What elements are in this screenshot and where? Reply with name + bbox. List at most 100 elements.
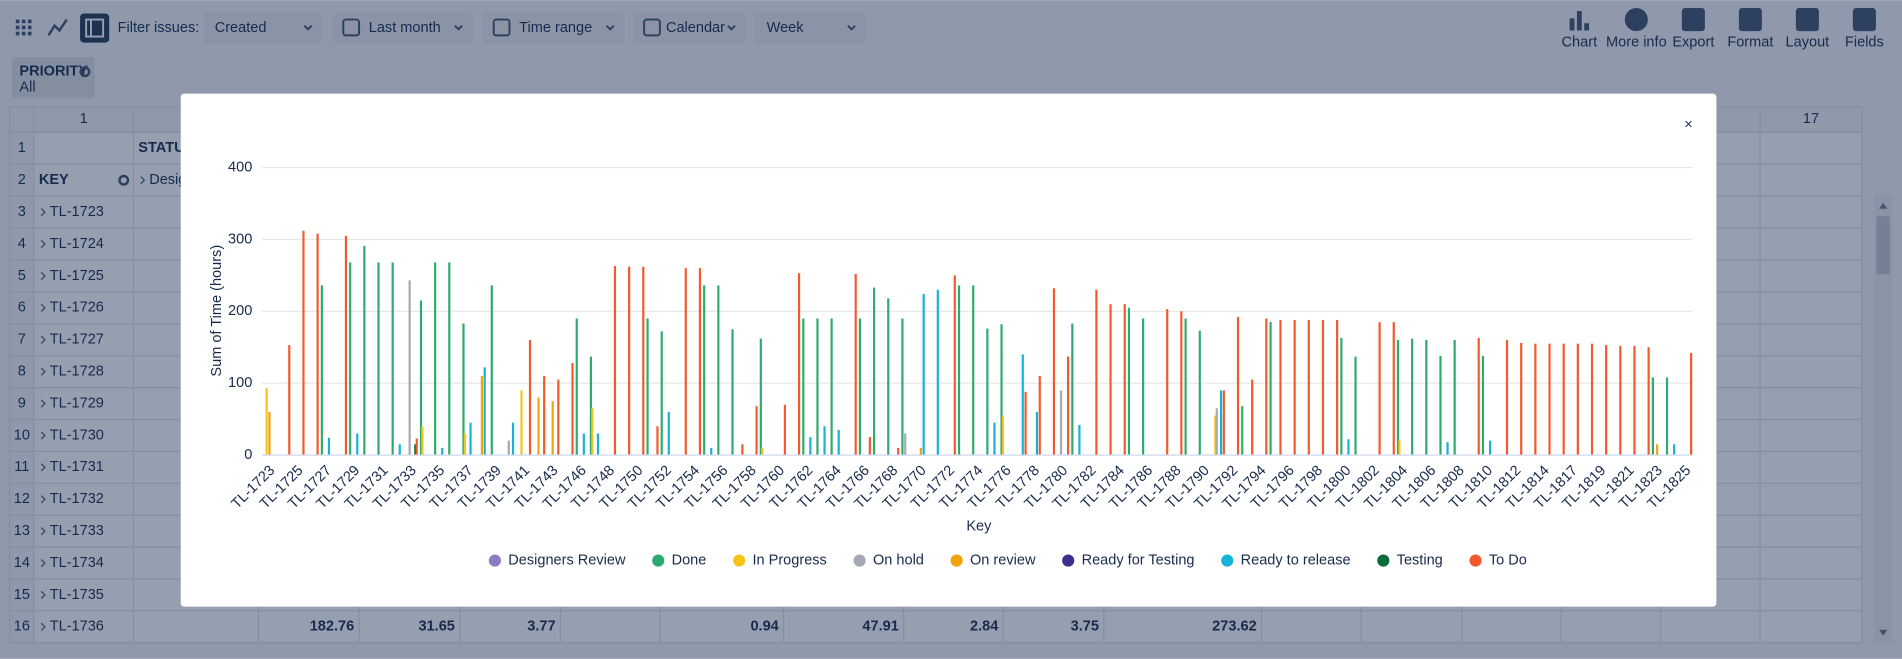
bar [1488,440,1492,456]
bar [904,433,907,456]
toolbar-button-icon[interactable] [1795,8,1819,32]
expand-chevron[interactable] [40,303,46,312]
filter-dropdown[interactable] [203,12,323,44]
expand-chevron[interactable] [140,176,146,185]
y-tick-label: 0 [244,447,252,463]
expand-chevron[interactable] [40,558,46,568]
toolbar-button-label[interactable]: Chart [1562,34,1598,50]
filter-dropdown[interactable] [754,12,867,44]
legend-label[interactable]: In Progress [752,552,826,568]
priority-value: All [19,79,35,95]
bar [972,285,975,456]
row-number: 12 [14,491,30,507]
legend-marker[interactable] [733,554,746,567]
legend-marker[interactable] [853,554,866,567]
expand-chevron[interactable] [40,590,46,600]
issue-key: TL-1732 [50,491,104,507]
legend-marker[interactable] [950,554,963,567]
legend-label[interactable]: Designers Review [508,552,626,568]
bar [660,331,663,456]
scrollbar[interactable] [1874,194,1893,644]
issue-key: TL-1736 [50,619,104,635]
filter-value: Last month [369,20,441,36]
bar [1059,390,1063,456]
bar [1021,354,1024,456]
chart-icon-bar [1569,18,1575,31]
legend-label[interactable]: Ready to release [1241,552,1351,568]
cell-value: 2.84 [970,619,999,635]
filter-dropdown[interactable] [482,12,625,44]
issue-key: TL-1726 [50,300,104,316]
expand-chevron[interactable] [40,271,46,281]
legend-marker[interactable] [1221,554,1234,567]
chart-view-icon[interactable] [47,18,68,36]
bar [265,388,268,456]
toolbar-button-icon[interactable] [1624,8,1648,32]
toolbar-button-label[interactable]: Layout [1786,34,1830,50]
expand-chevron[interactable] [40,335,46,344]
legend-label[interactable]: Ready for Testing [1082,552,1195,568]
key-gear[interactable] [118,174,130,186]
bar [551,401,554,456]
priority-filter[interactable] [12,57,95,99]
column-number: 17 [1803,111,1819,127]
expand-chevron[interactable] [40,208,46,217]
bar [1251,379,1254,456]
bar [761,447,764,456]
toolbar-button-label[interactable]: More info [1606,34,1667,50]
priority-gear[interactable] [79,66,91,78]
bar [349,262,352,456]
legend-label[interactable]: On hold [873,552,924,568]
legend-label[interactable]: Done [672,552,707,568]
scrollbar-thumb[interactable] [1876,216,1890,275]
bar [327,437,331,456]
legend-marker[interactable] [1469,554,1482,567]
bar [922,294,925,456]
toolbar-button-icon[interactable] [1852,8,1876,32]
legend-label[interactable]: On review [970,552,1036,568]
issue-key: TL-1725 [50,268,104,284]
legend-marker[interactable] [652,554,665,567]
bar [415,438,418,456]
legend-label[interactable]: To Do [1489,552,1527,568]
expand-chevron[interactable] [40,463,46,472]
bar [462,323,465,456]
expand-chevron[interactable] [40,239,46,249]
filter-dropdown[interactable] [332,12,474,44]
bar [1477,337,1480,456]
table-view-icon[interactable] [80,13,110,43]
bar [1321,319,1325,456]
bar [1690,352,1693,456]
expand-chevron[interactable] [40,367,46,376]
bar [448,262,451,456]
close-button[interactable]: × [1684,117,1692,133]
toolbar-button-label[interactable]: Fields [1845,34,1884,50]
toolbar-button-icon[interactable] [1681,8,1705,32]
apps-icon[interactable] [15,19,32,36]
bar [1035,411,1039,456]
expand-chevron[interactable] [40,431,46,440]
bar [628,266,631,456]
y-axis-label: Sum of Time (hours) [209,245,225,377]
expand-chevron[interactable] [40,527,46,536]
bar [528,340,532,456]
expand-chevron[interactable] [40,622,46,631]
bar [1605,345,1608,456]
bar [837,429,840,456]
toolbar-button-icon[interactable] [1738,8,1762,32]
bar [1180,311,1183,456]
legend-label[interactable]: Testing [1397,552,1443,568]
filter-dropdown[interactable] [633,12,747,44]
legend-marker[interactable] [1062,554,1075,567]
row-number: 14 [14,555,30,571]
legend-marker[interactable] [1377,554,1390,567]
bar [887,298,890,456]
bar [1656,444,1659,456]
legend-marker[interactable] [488,554,501,567]
expand-chevron[interactable] [40,495,46,504]
bar [1453,340,1456,456]
expand-chevron[interactable] [40,399,46,408]
x-axis-label: Key [966,518,992,534]
toolbar-button-label[interactable]: Format [1727,34,1773,50]
toolbar-button-label[interactable]: Export [1672,34,1714,50]
